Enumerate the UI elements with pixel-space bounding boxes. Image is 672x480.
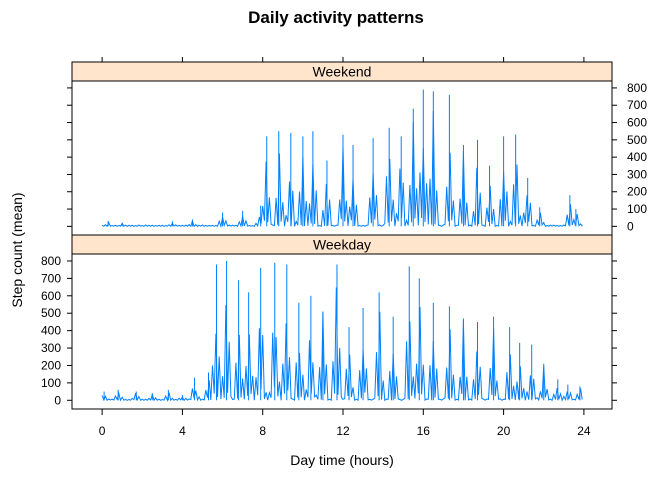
y-tick-label: 200 bbox=[41, 358, 61, 372]
y-tick-label: 600 bbox=[41, 289, 61, 303]
x-axis-label: Day time (hours) bbox=[290, 452, 393, 468]
panel-weekday: Weekday 0 100 200 300 400 500 600 700 800 bbox=[41, 234, 617, 410]
y-tick-label: 800 bbox=[41, 254, 61, 268]
x-tick-label: 0 bbox=[99, 424, 106, 438]
y-tick-label: 300 bbox=[41, 341, 61, 355]
x-tick-label: 4 bbox=[179, 424, 186, 438]
series-line bbox=[101, 287, 583, 403]
y-tick-label: 200 bbox=[627, 185, 647, 199]
x-tick-label: 8 bbox=[259, 424, 266, 438]
series-weekend bbox=[101, 89, 583, 229]
x-tick-label: 12 bbox=[336, 424, 350, 438]
strip-label: Weekend bbox=[313, 64, 372, 80]
y-tick-label: 0 bbox=[627, 219, 634, 233]
y-tick-label: 800 bbox=[627, 81, 647, 95]
panel-weekend: Weekend 0 100 200 300 400 500 600 700 800 bbox=[67, 61, 647, 236]
y-tick-label: 700 bbox=[41, 271, 61, 285]
panel-frame bbox=[71, 253, 613, 410]
panels: Weekend0100200300400500600700800Weekday0… bbox=[41, 57, 647, 438]
y-tick-label: 0 bbox=[54, 393, 61, 407]
x-tick-label: 20 bbox=[497, 424, 511, 438]
x-tick-label: 24 bbox=[577, 424, 591, 438]
y-tick-label: 400 bbox=[41, 324, 61, 338]
y-tick-label: 600 bbox=[627, 116, 647, 130]
y-tick-label: 300 bbox=[627, 167, 647, 181]
y-tick-label: 400 bbox=[627, 150, 647, 164]
y-tick-label: 100 bbox=[627, 202, 647, 216]
y-tick-label: 500 bbox=[41, 306, 61, 320]
strip-label: Weekday bbox=[313, 237, 371, 253]
y-tick-label: 500 bbox=[627, 133, 647, 147]
series-line bbox=[101, 110, 583, 229]
y-tick-label: 700 bbox=[627, 98, 647, 112]
series-weekday bbox=[101, 260, 583, 403]
y-axis-label: Step count (mean) bbox=[9, 192, 25, 307]
x-tick-label: 16 bbox=[417, 424, 431, 438]
y-tick-label: 100 bbox=[41, 376, 61, 390]
x-axis: 0 4 8 12 16 20 24 bbox=[99, 57, 591, 438]
chart-title: Daily activity patterns bbox=[248, 8, 424, 27]
